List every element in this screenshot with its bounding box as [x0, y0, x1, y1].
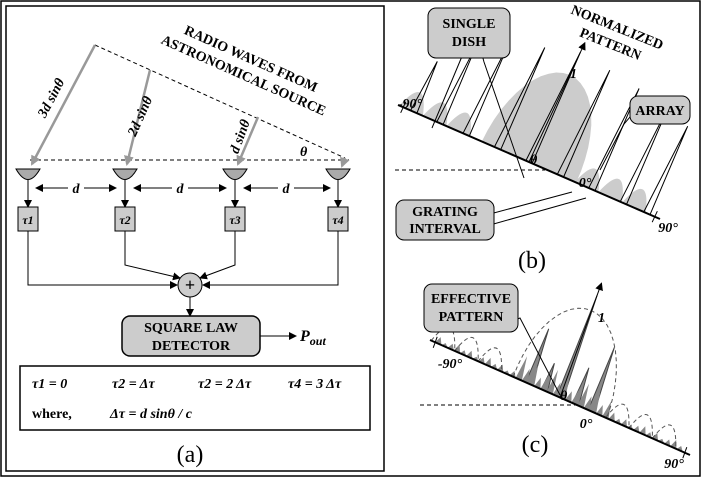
sum-lines-part [125, 231, 180, 278]
dishes [16, 169, 350, 180]
peak-label: 1 [598, 311, 605, 326]
callout-text: GRATING [412, 205, 478, 220]
angle-tick: 0° [580, 417, 593, 432]
spacing-label: d [73, 182, 81, 197]
figure: RADIO WAVES FROM ASTRONOMICAL SOURCE 3d … [0, 0, 701, 477]
caption: (b) [518, 248, 546, 274]
delay-formula: Δτ = d sinθ / c [109, 407, 193, 422]
wave-arrows-part [342, 158, 345, 166]
angle-label: θ [560, 389, 568, 404]
axis-arrow [560, 283, 602, 397]
angle-label: θ [300, 145, 308, 160]
callout-text: PATTERN [439, 310, 504, 325]
path-label: 2d sinθ [125, 94, 156, 140]
delay-label: τ1 [22, 213, 33, 227]
output-symbol: P [299, 328, 310, 345]
callout [428, 8, 510, 58]
panel-a: RADIO WAVES FROM ASTRONOMICAL SOURCE 3d … [16, 17, 370, 468]
path-label: 3d sinθ [35, 76, 69, 122]
delay-label: τ2 [119, 213, 130, 227]
angle-tick: 90° [664, 457, 684, 472]
panel-a-frame [6, 6, 384, 471]
dishes-part [113, 169, 137, 180]
callout-text: SINGLE [443, 17, 496, 32]
dishes-part [16, 169, 40, 180]
sum-lines-part [28, 231, 177, 285]
angle-tick: 90° [658, 221, 678, 236]
equation: τ2 = Δτ [112, 377, 155, 392]
delay-label: τ3 [229, 213, 240, 227]
spacing-label: d [283, 182, 291, 197]
callout-text: DISH [452, 35, 486, 50]
detector-label: DETECTOR [152, 339, 231, 354]
sum-lines-part [203, 231, 338, 285]
callout-pointer [490, 192, 586, 225]
callout-text: INTERVAL [409, 222, 481, 237]
output-subscript: out [310, 334, 327, 348]
caption: (a) [177, 442, 204, 468]
detector-label: SQUARE LAW [144, 321, 238, 336]
delay-boxes [18, 207, 348, 231]
peak-label: 1 [570, 67, 577, 82]
equation: τ1 = 0 [32, 377, 67, 392]
dishes-part [326, 169, 350, 180]
spacing-label: d [177, 182, 185, 197]
panel-c: EFFECTIVE PATTERN -90° 0° 90° θ 1 (c) [420, 283, 690, 472]
caption: (c) [522, 432, 549, 458]
summer-label: + [185, 275, 195, 295]
dishes-part [223, 169, 247, 180]
delay-label: τ4 [332, 213, 343, 227]
sum-lines-part [200, 231, 235, 278]
equation-box [20, 366, 370, 430]
envelope [399, 73, 646, 213]
equation: τ2 = 2 Δτ [198, 377, 252, 392]
panel-b: SINGLE DISH NORMALIZED PATTERN ARRAY GRA… [395, 3, 690, 274]
output-label: Pout [299, 328, 326, 348]
baseline [430, 340, 690, 455]
equation: τ4 = 3 Δτ [288, 377, 342, 392]
wave-label: RADIO WAVES FROM ASTRONOMICAL SOURCE [159, 17, 336, 120]
callout-text: ARRAY [635, 104, 684, 119]
where-label: where, [32, 407, 72, 422]
angle-tick: -90° [438, 357, 463, 372]
callout-text: EFFECTIVE [431, 292, 511, 307]
